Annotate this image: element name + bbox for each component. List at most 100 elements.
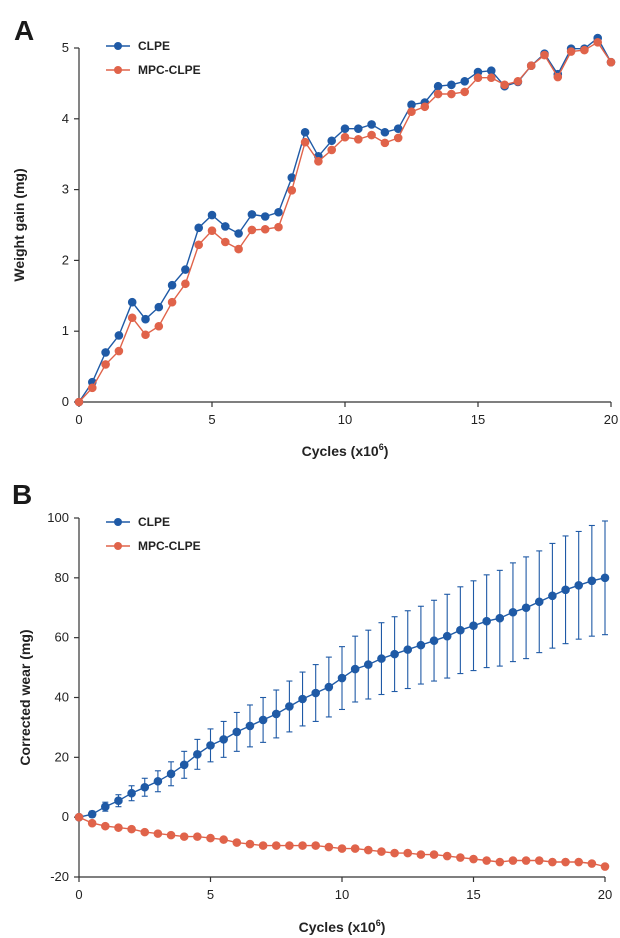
- data-point: [353, 124, 363, 134]
- x-tick-label: 15: [466, 887, 480, 902]
- data-point: [274, 207, 283, 217]
- data-point: [469, 621, 478, 631]
- data-point: [181, 265, 190, 274]
- data-point: [377, 847, 386, 856]
- series-clpe: [74, 33, 616, 407]
- y-tick-label: 2: [62, 252, 69, 267]
- data-point: [350, 844, 360, 853]
- data-point: [206, 833, 215, 843]
- x-tick-label: 10: [338, 412, 352, 427]
- data-point: [350, 664, 360, 674]
- data-point: [271, 841, 281, 850]
- data-point: [232, 727, 242, 737]
- data-point: [526, 61, 536, 70]
- legend-swatch-marker: [114, 42, 122, 50]
- data-point: [407, 107, 416, 117]
- series-line: [78, 37, 612, 403]
- data-point: [166, 830, 176, 840]
- data-point: [179, 760, 189, 770]
- y-tick-label: 0: [62, 809, 69, 824]
- data-point: [101, 802, 110, 811]
- data-point: [258, 841, 268, 850]
- data-point: [101, 360, 110, 369]
- y-tick-label: 100: [47, 510, 69, 525]
- data-point: [508, 607, 518, 617]
- y-tick-label: 5: [62, 40, 69, 55]
- data-point: [154, 321, 164, 331]
- data-point: [521, 603, 531, 613]
- x-tick-label: 5: [207, 887, 214, 902]
- data-point: [433, 81, 443, 91]
- data-point: [587, 576, 597, 586]
- data-point: [327, 136, 337, 146]
- data-point: [140, 782, 150, 792]
- data-point: [574, 581, 584, 590]
- data-point: [416, 640, 426, 650]
- data-point: [508, 856, 518, 865]
- data-point: [219, 835, 228, 844]
- data-point: [127, 297, 137, 307]
- data-point: [194, 240, 203, 250]
- data-point: [495, 613, 505, 623]
- data-point: [247, 225, 257, 235]
- y-tick-label: 1: [62, 323, 69, 338]
- data-point: [500, 80, 509, 90]
- legend-swatch-marker: [114, 66, 122, 74]
- data-point: [245, 839, 255, 849]
- series-mpc-clpe: [74, 38, 616, 407]
- data-point: [486, 73, 496, 83]
- data-point: [566, 47, 576, 56]
- x-tick-label: 5: [208, 412, 215, 427]
- data-point: [181, 279, 190, 289]
- data-point: [194, 223, 203, 233]
- data-point: [442, 851, 452, 861]
- data-point: [340, 132, 350, 142]
- y-tick-label: -20: [50, 869, 69, 884]
- data-point: [221, 222, 230, 231]
- data-point: [587, 859, 597, 868]
- y-tick-label: 20: [55, 749, 69, 764]
- data-point: [101, 348, 110, 357]
- data-point: [340, 124, 350, 134]
- data-point: [166, 769, 176, 779]
- x-tick-label: 20: [598, 887, 612, 902]
- data-point: [367, 120, 376, 129]
- data-point: [473, 73, 483, 83]
- x-axis-title-main: Cycles (x10: [299, 919, 376, 935]
- y-tick-label: 0: [62, 394, 69, 409]
- data-point: [287, 186, 297, 195]
- data-point: [580, 45, 589, 55]
- data-point: [447, 80, 456, 90]
- data-point: [300, 137, 310, 147]
- data-point: [460, 76, 470, 86]
- data-point: [141, 314, 150, 324]
- y-tick-label: 40: [55, 690, 69, 705]
- data-point: [260, 224, 270, 234]
- panel-letter: A: [14, 15, 34, 46]
- x-tick-label: 15: [471, 412, 485, 427]
- data-point: [207, 226, 217, 235]
- data-point: [540, 50, 549, 60]
- x-axis-title-sup: 6: [376, 918, 381, 928]
- data-point: [363, 845, 373, 855]
- data-point: [114, 796, 123, 806]
- data-point: [420, 102, 430, 112]
- data-point: [153, 776, 163, 786]
- x-tick-label: 0: [75, 887, 82, 902]
- data-point: [285, 841, 294, 850]
- data-point: [521, 856, 531, 865]
- y-axis-title: Corrected wear (mg): [17, 629, 33, 765]
- data-point: [403, 645, 413, 654]
- data-point: [447, 89, 456, 99]
- data-point: [548, 857, 557, 867]
- data-point: [234, 229, 243, 238]
- data-point: [403, 848, 413, 858]
- legend-label: CLPE: [138, 39, 170, 53]
- data-point: [367, 130, 376, 140]
- data-point: [141, 330, 150, 340]
- x-axis-title-sup: 6: [379, 442, 384, 452]
- legend-label: MPC-CLPE: [138, 539, 201, 553]
- data-point: [482, 616, 491, 626]
- data-point: [429, 636, 439, 645]
- x-tick-label: 20: [604, 412, 618, 427]
